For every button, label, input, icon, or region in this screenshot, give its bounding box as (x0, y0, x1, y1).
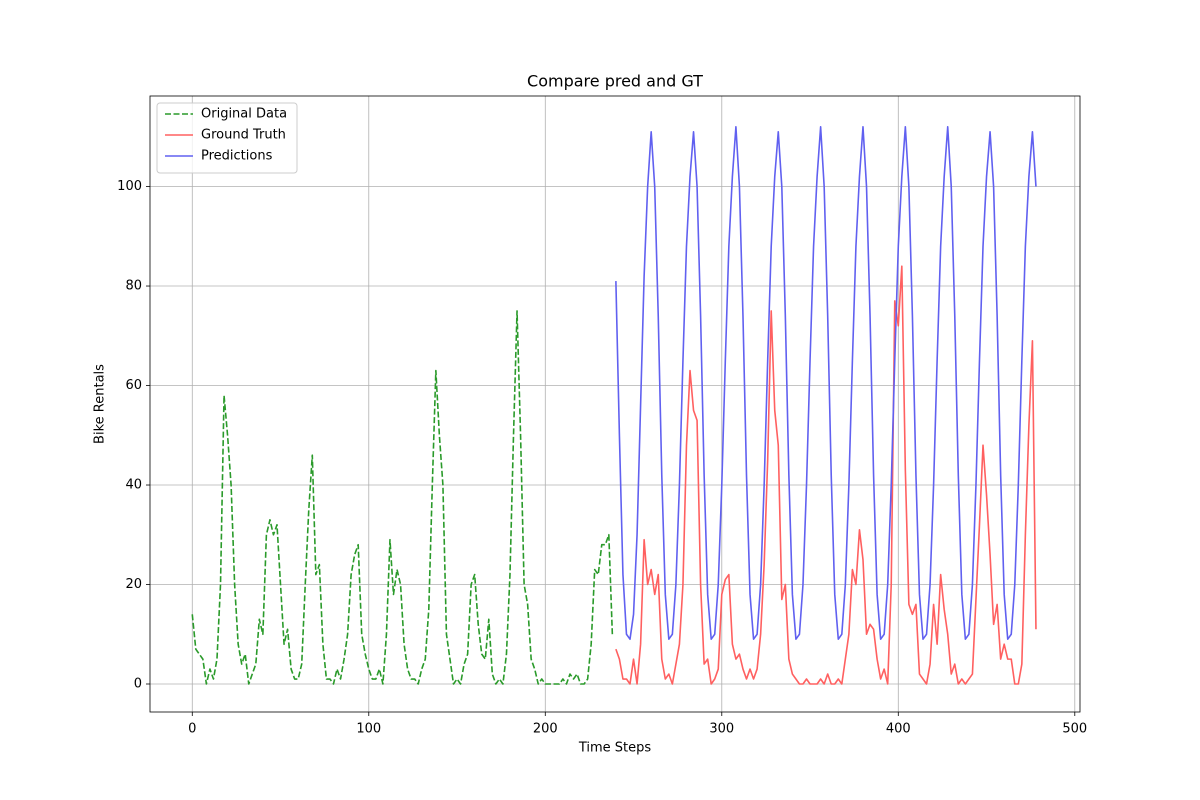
x-tick-label: 200 (533, 722, 558, 737)
y-axis-label: Bike Rentals (93, 364, 108, 444)
y-tick-label: 0 (134, 676, 142, 691)
legend-label: Predictions (201, 149, 273, 164)
x-tick-label: 300 (709, 722, 734, 737)
x-axis-label: Time Steps (578, 741, 652, 756)
x-tick-label: 400 (886, 722, 911, 737)
plot-frame (149, 95, 1081, 713)
series-line (615, 126, 1037, 641)
y-tick-label: 60 (125, 378, 142, 393)
y-tick-label: 20 (125, 577, 142, 592)
series-line (191, 310, 614, 685)
y-tick-label: 80 (125, 279, 142, 294)
x-tick-label: 0 (188, 722, 196, 737)
y-tick-label: 40 (125, 478, 142, 493)
legend-label: Original Data (201, 107, 287, 122)
x-tick-label: 500 (1062, 722, 1087, 737)
legend: Original Data Ground Truth Predictions (156, 102, 298, 174)
x-tick-label: 100 (356, 722, 381, 737)
y-tick-label: 100 (117, 179, 142, 194)
legend-label: Ground Truth (201, 128, 286, 143)
chart-title: Compare pred and GT (527, 72, 703, 91)
series-line (615, 265, 1037, 685)
